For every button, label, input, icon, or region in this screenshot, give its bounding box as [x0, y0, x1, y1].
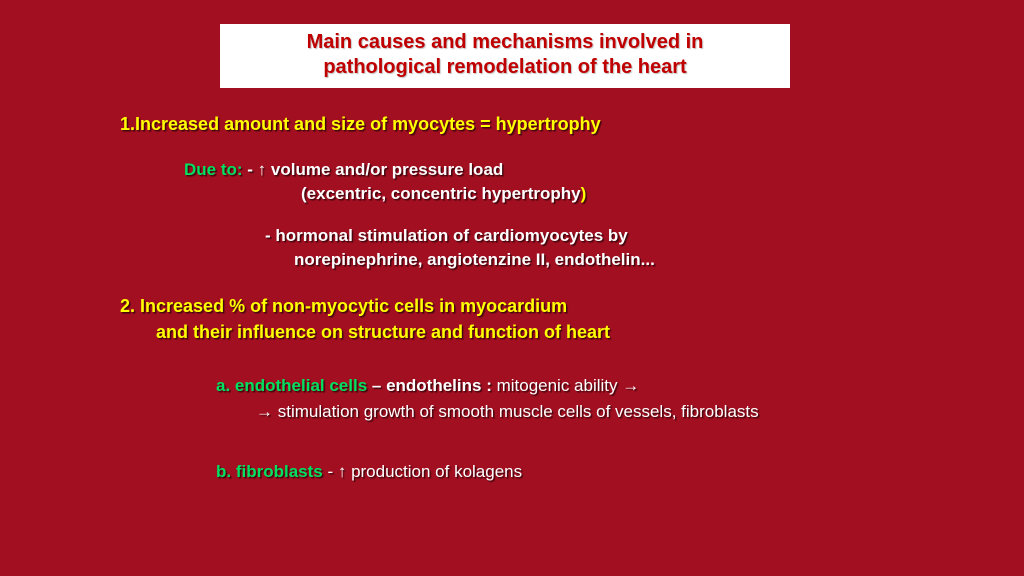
heading-2b-text: and their influence on structure and fun…	[156, 322, 610, 342]
right-arrow-icon: →	[256, 402, 273, 421]
item-a-line-2: → stimulation growth of smooth muscle ce…	[256, 402, 759, 422]
title-line-2: pathological remodelation of the heart	[228, 55, 782, 80]
heading-2b: and their influence on structure and fun…	[156, 322, 610, 343]
heading-2a: 2. Increased % of non-myocytic cells in …	[120, 296, 567, 317]
excentric-text: (excentric, concentric hypertrophy	[301, 184, 581, 203]
heading-1: 1.Increased amount and size of myocytes …	[120, 114, 601, 135]
excentric-paren: )	[581, 184, 587, 203]
item-a-endothelins: endothelins :	[386, 376, 492, 395]
item-a-mito: mitogenic ability	[492, 376, 622, 395]
heading-1-text: 1.Increased amount and size of myocytes …	[120, 114, 601, 134]
hormonal-line-1: - hormonal stimulation of cardiomyocytes…	[265, 226, 628, 246]
volume-text: volume and/or pressure load	[266, 160, 503, 179]
item-b-dash: -	[323, 462, 338, 481]
title-line-1: Main causes and mechanisms involved in	[228, 30, 782, 55]
up-arrow-icon: ↑	[258, 160, 267, 179]
item-a-line-1: a. endothelial cells – endothelins : mit…	[216, 376, 639, 396]
hormonal-text-1: hormonal stimulation of cardiomyocytes b…	[271, 226, 628, 245]
hormonal-text-2: norepinephrine, angiotenzine II, endothe…	[294, 250, 655, 269]
item-b-line: b. fibroblasts - ↑ production of kolagen…	[216, 462, 522, 482]
dash-1: -	[243, 160, 258, 179]
item-b-prod: production of kolagens	[346, 462, 522, 481]
item-b-label: b. fibroblasts	[216, 462, 323, 481]
slide: Main causes and mechanisms involved in p…	[0, 0, 1024, 576]
right-arrow-icon: →	[622, 376, 639, 395]
due-to-line: Due to: - ↑ volume and/or pressure load	[184, 160, 503, 180]
hormonal-line-2: norepinephrine, angiotenzine II, endothe…	[294, 250, 655, 270]
item-a-dash: –	[367, 376, 386, 395]
item-a-stim: stimulation growth of smooth muscle cell…	[273, 402, 759, 421]
item-a-label: a. endothelial cells	[216, 376, 367, 395]
title-box: Main causes and mechanisms involved in p…	[220, 24, 790, 88]
due-to-label: Due to:	[184, 160, 243, 179]
excentric-line: (excentric, concentric hypertrophy)	[301, 184, 586, 204]
heading-2a-text: 2. Increased % of non-myocytic cells in …	[120, 296, 567, 316]
